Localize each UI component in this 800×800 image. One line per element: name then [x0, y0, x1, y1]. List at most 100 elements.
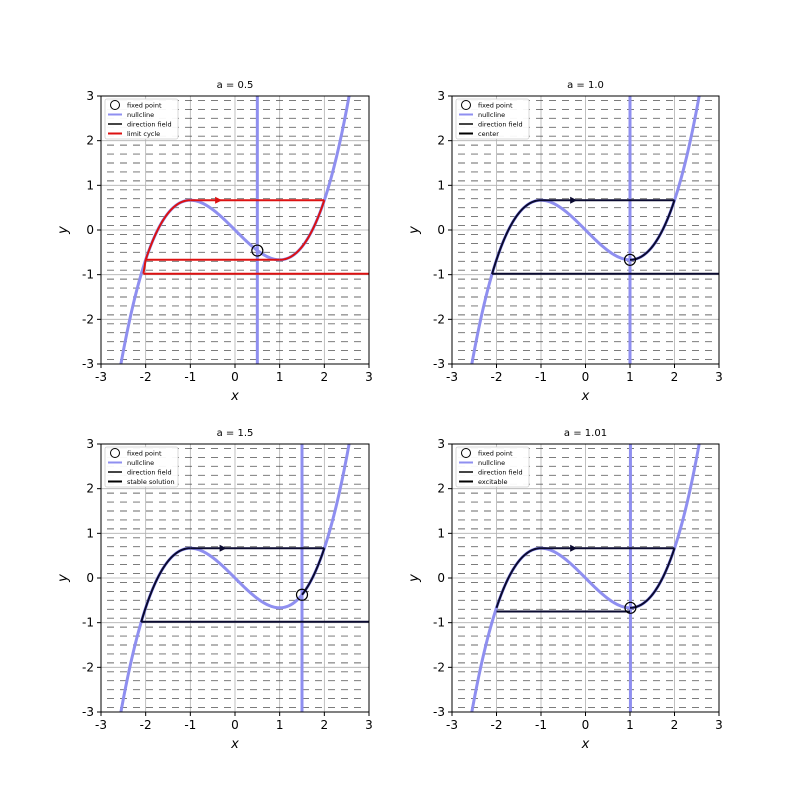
trajectory-arrow [219, 544, 227, 552]
y-tick-label: -3 [433, 705, 445, 719]
x-tick-label: -2 [491, 370, 503, 384]
trajectory-arrow [570, 544, 578, 552]
legend-fixed-point-swatch [110, 448, 120, 458]
plot-area [101, 444, 369, 712]
y-tick-label: -2 [82, 312, 94, 326]
y-tick-label: -2 [433, 312, 445, 326]
x-axis-label: x [581, 737, 590, 752]
y-tick-label: 3 [86, 89, 94, 103]
y-tick-label: -3 [82, 357, 94, 371]
chart-panel-2: -3 -2 -1 0 1 2 3 -3 -2 -1 0 1 2 3 x y a = 1.0 fixed point… [407, 80, 723, 404]
x-tick-label: -2 [140, 370, 152, 384]
y-tick-label: 3 [86, 437, 94, 451]
y-axis-label: y [407, 226, 422, 235]
trajectory-branch [140, 547, 191, 623]
y-tick-label: -1 [433, 616, 445, 630]
legend-label: direction field [478, 120, 523, 128]
y-tick-label: -1 [82, 616, 94, 630]
fixed-point-marker [623, 253, 637, 266]
x-tick-label: 2 [671, 370, 679, 384]
chart-panel-1: -3 -2 -1 0 1 2 3 -3 -2 -1 0 1 2 3 x y a = 0.5 fixed point… [56, 80, 373, 404]
y-tick-label: 2 [86, 134, 94, 148]
x-tick-label: 3 [365, 370, 373, 384]
y-tick-label: 1 [437, 178, 445, 192]
x-tick-label: -1 [535, 370, 547, 384]
x-tick-label: 1 [626, 370, 634, 384]
x-tick-label: 3 [365, 718, 373, 732]
x-tick-label: 0 [582, 370, 590, 384]
legend-label: fixed point [478, 449, 513, 457]
y-tick-label: -2 [433, 660, 445, 674]
y-tick-label: 3 [437, 437, 445, 451]
y-tick-label: -1 [82, 268, 94, 282]
legend-label: fixed point [127, 101, 162, 109]
x-tick-label: 2 [321, 370, 329, 384]
x-tick-label: -3 [95, 370, 107, 384]
trajectory-branch [279, 199, 326, 261]
legend-label: nullcline [478, 459, 505, 467]
x-tick-label: 0 [231, 370, 239, 384]
y-tick-label: 0 [86, 571, 94, 585]
x-tick-label: 0 [231, 718, 239, 732]
trajectory-branch [629, 199, 676, 261]
legend-fixed-point-swatch [110, 100, 120, 110]
x-tick-label: -1 [184, 718, 196, 732]
x-tick-label: -3 [95, 718, 107, 732]
panel-title: a = 1.0 [567, 80, 604, 91]
y-tick-label: -3 [433, 357, 445, 371]
y-tick-label: -2 [82, 660, 94, 674]
x-tick-label: 1 [276, 370, 284, 384]
y-tick-label: -3 [82, 705, 94, 719]
legend-fixed-point-swatch [461, 448, 471, 458]
x-tick-label: -1 [535, 718, 547, 732]
x-tick-label: -2 [140, 718, 152, 732]
panel-title: a = 1.01 [564, 428, 607, 439]
legend-label: nullcline [127, 111, 154, 119]
panel-title: a = 1.5 [217, 428, 254, 439]
legend-label: direction field [127, 468, 172, 476]
y-axis-label: y [56, 226, 71, 235]
x-tick-label: 2 [671, 718, 679, 732]
legend-label: excitable [478, 478, 507, 486]
y-tick-label: 2 [437, 134, 445, 148]
trajectory-branch [495, 547, 542, 609]
legend-fixed-point-swatch [461, 100, 471, 110]
y-tick-label: 0 [86, 223, 94, 237]
legend-label: fixed point [478, 101, 513, 109]
panel-title: a = 0.5 [217, 80, 254, 91]
chart-panel-4: -3 -2 -1 0 1 2 3 -3 -2 -1 0 1 2 3 x y a = 1.01 fixed poin… [407, 428, 723, 752]
x-tick-label: 1 [626, 718, 634, 732]
trajectory-branch [144, 199, 191, 261]
x-tick-label: 3 [715, 370, 723, 384]
x-axis-label: x [230, 389, 239, 404]
trajectory-branch [629, 547, 676, 609]
y-tick-label: -1 [433, 268, 445, 282]
legend-box [104, 98, 179, 140]
y-tick-label: 2 [86, 482, 94, 496]
trajectory-branch [301, 547, 326, 596]
legend-label: limit cycle [127, 130, 160, 138]
legend-label: nullcline [478, 111, 505, 119]
fixed-point-marker [251, 244, 264, 257]
legend-label: fixed point [127, 449, 162, 457]
x-axis-label: x [230, 737, 239, 752]
fixed-point-marker [295, 588, 309, 601]
legend-box [455, 446, 530, 488]
y-tick-label: 1 [437, 526, 445, 540]
legend-label: direction field [478, 468, 523, 476]
x-tick-label: -2 [491, 718, 503, 732]
x-axis-label: x [581, 389, 590, 404]
trajectory-arrow [570, 196, 578, 204]
legend-label: stable solution [127, 478, 175, 486]
legend-box [455, 98, 530, 140]
plot-area [101, 96, 369, 364]
x-tick-label: 0 [582, 718, 590, 732]
y-tick-label: 3 [437, 89, 445, 103]
fixed-point-marker [624, 601, 637, 614]
y-tick-label: 1 [86, 526, 94, 540]
legend-box [104, 446, 179, 488]
